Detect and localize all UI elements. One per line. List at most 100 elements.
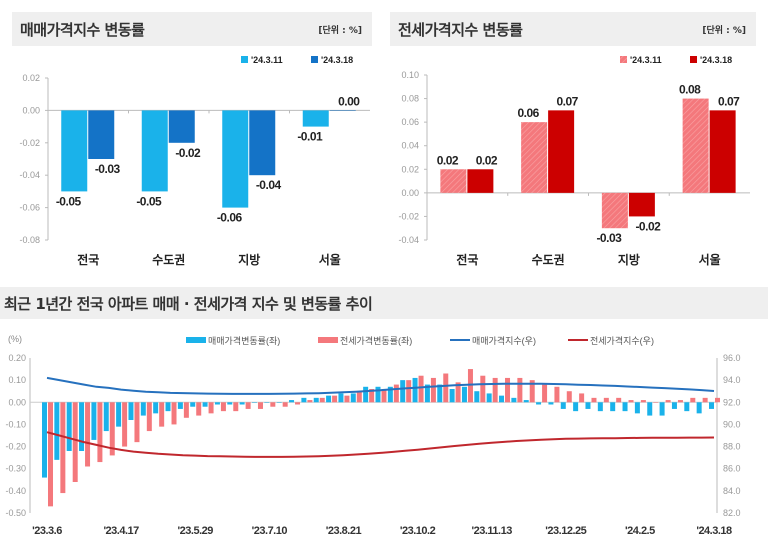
sale-change-bar — [696, 402, 702, 414]
jeonse-change-bar — [616, 397, 622, 403]
bar-prev — [440, 169, 467, 193]
sale-change-bar — [400, 380, 406, 403]
bar-curr — [168, 110, 195, 143]
data-label: -0.02 — [175, 146, 201, 160]
data-label: -0.04 — [256, 178, 282, 192]
sale-change-bar — [671, 402, 677, 409]
sale-change-bar — [251, 402, 257, 403]
sale-change-bar — [239, 402, 245, 405]
sale-change-bar — [610, 402, 616, 412]
sale-change-bar — [276, 402, 282, 403]
right-tick-label: 94.0 — [723, 375, 741, 385]
right-tick-label: 96.0 — [723, 353, 741, 363]
y-tick-label: 0.00 — [401, 188, 419, 198]
sale-change-bar — [91, 402, 97, 440]
jeonse-change-bar — [579, 393, 585, 403]
y-tick-label: -0.06 — [19, 203, 40, 213]
sale-index-line — [46, 376, 715, 395]
sale-change-unit: [단위 : %] — [318, 26, 362, 36]
jeonse-change-bar — [566, 391, 572, 403]
x-tick-label: '23.5.29 — [178, 525, 214, 537]
bar-prev — [302, 110, 329, 127]
jeonse-change-bar — [591, 397, 597, 403]
legend-label: 전세가격지수(우) — [590, 335, 654, 346]
sale-change-bar — [190, 402, 196, 407]
legend-swatch — [186, 337, 206, 343]
x-tick-label: '24.3.18 — [696, 525, 732, 537]
sale-change-bar — [523, 400, 529, 403]
jeonse-change-bar — [640, 400, 646, 403]
data-label: -0.05 — [136, 194, 162, 208]
sale-change-bar — [511, 397, 517, 403]
sale-change-bar — [289, 400, 295, 403]
legend-swatch — [311, 56, 318, 63]
data-label: -0.06 — [217, 211, 243, 225]
jeonse-change-bar — [344, 395, 350, 403]
legend-label: '24.3.11 — [251, 55, 283, 65]
jeonse-change-bar — [146, 402, 152, 432]
jeonse-change-bar — [381, 389, 387, 403]
jeonse-change-bar — [208, 402, 214, 414]
jeonse-change-bar — [505, 377, 511, 403]
sale-change-bar — [449, 389, 455, 403]
sale-change-bar — [585, 402, 591, 409]
legend-label: 전세가격변동률(좌) — [340, 335, 412, 346]
sale-change-bar — [622, 402, 628, 412]
bar-curr — [249, 110, 276, 176]
jeonse-change-unit: [단위 : %] — [702, 26, 746, 36]
jeonse-change-bar — [665, 400, 671, 403]
jeonse-change-bar — [430, 377, 436, 403]
sale-change-bar — [536, 402, 542, 405]
sale-change-bar — [486, 393, 492, 403]
left-tick-label: 0.20 — [8, 353, 26, 363]
x-tick-label: '23.3.6 — [32, 525, 62, 537]
jeonse-change-bar — [628, 400, 634, 403]
data-label: -0.02 — [635, 219, 661, 233]
legend-label: '24.3.11 — [630, 55, 662, 65]
sale-change-bar — [474, 391, 480, 403]
jeonse-change-bar — [282, 402, 288, 407]
y-tick-label: -0.08 — [19, 235, 40, 245]
sale-change-bar — [363, 386, 369, 403]
sale-change-bar — [128, 402, 134, 420]
category-label: 수도권 — [152, 253, 185, 267]
jeonse-change-bar — [97, 402, 103, 463]
left-tick-label: -0.10 — [5, 419, 26, 429]
sale-change-bar — [66, 402, 72, 451]
bar-curr — [628, 192, 655, 217]
bar-prev — [682, 98, 709, 193]
y-tick-label: -0.02 — [398, 211, 419, 221]
jeonse-change-bar — [307, 400, 313, 403]
data-label: 0.00 — [338, 94, 360, 108]
category-label: 전국 — [77, 252, 99, 267]
y-tick-label: 0.04 — [401, 141, 419, 151]
jeonse-change-bar — [702, 397, 708, 403]
category-label: 서울 — [319, 252, 341, 267]
left-tick-label: 0.10 — [8, 375, 26, 385]
data-label: -0.03 — [596, 231, 622, 245]
jeonse-change-bar — [270, 402, 276, 407]
bar-prev — [61, 110, 88, 192]
sale-change-bar — [709, 402, 714, 409]
sale-change-bar — [338, 393, 344, 403]
sale-change-bar — [387, 386, 393, 403]
x-tick-label: '23.4.17 — [103, 525, 139, 537]
jeonse-change-bar — [690, 397, 696, 403]
category-label: 지방 — [238, 252, 260, 267]
jeonse-change-bar — [356, 391, 362, 403]
y-tick-label: -0.04 — [398, 235, 419, 245]
sale-change-title: 매매가격지수 변동률 — [20, 21, 145, 39]
data-label: 0.02 — [437, 153, 459, 167]
sale-change-bar — [499, 395, 505, 403]
sale-change-bar — [437, 384, 443, 403]
jeonse-change-bar — [603, 397, 609, 403]
x-tick-label: '23.11.13 — [472, 525, 513, 537]
sale-change-bar — [116, 402, 122, 427]
data-label: 0.02 — [476, 153, 498, 167]
bar-curr — [467, 169, 494, 193]
left-tick-label: -0.20 — [5, 442, 26, 452]
sale-change-bar — [79, 402, 85, 451]
jeonse-change-bar — [406, 380, 412, 403]
jeonse-change-bar — [85, 402, 91, 467]
legend-label: '24.3.18 — [700, 55, 732, 65]
